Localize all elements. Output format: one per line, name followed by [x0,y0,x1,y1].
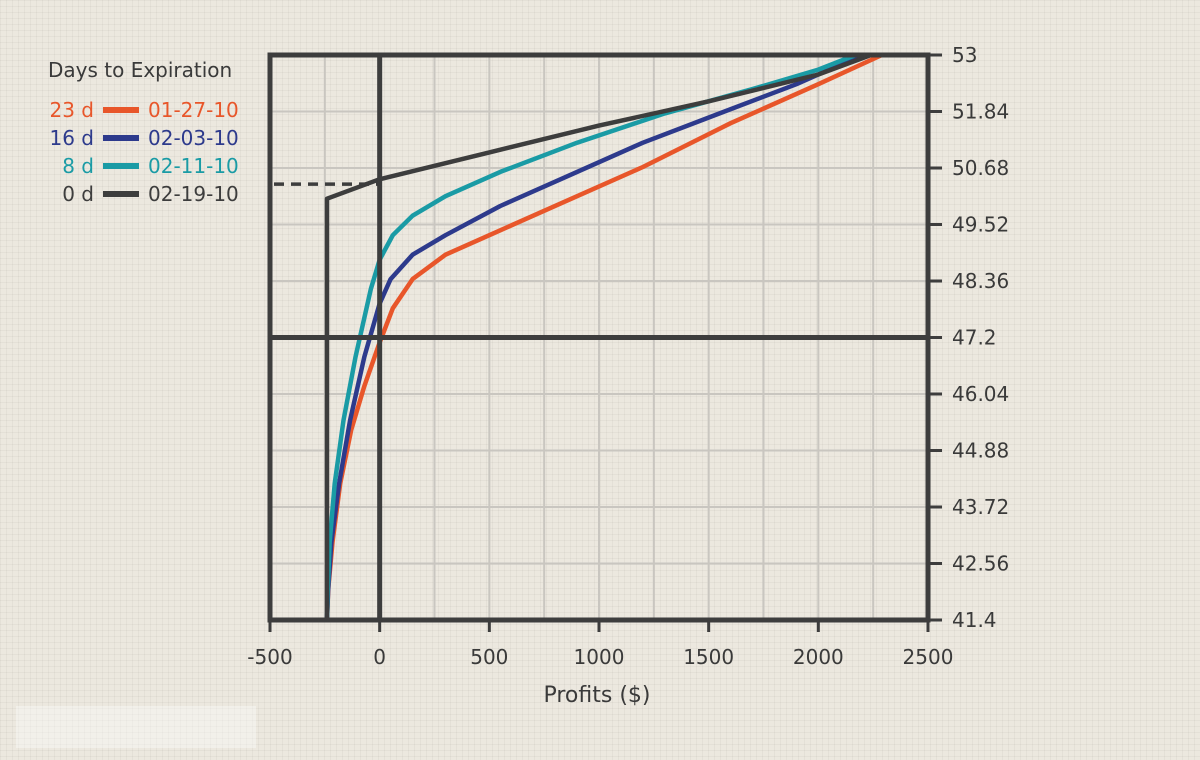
legend-series-name: 01-27-10 [148,98,239,122]
y-tick-label: 44.88 [952,439,1009,463]
legend: Days to Expiration 23 d 01-27-10 16 d 02… [48,58,239,208]
y-tick-label: 48.36 [952,269,1009,293]
series-line [324,52,872,620]
legend-item: 16 d 02-03-10 [48,124,239,152]
x-tick-label: 2500 [903,645,954,669]
y-tick-label: 50.68 [952,156,1009,180]
x-axis-title: Profits ($) [543,683,650,708]
y-tick-label: 46.04 [952,382,1009,406]
tick-layer: -500 0 500 1000 1500 2000 2500 41.4 42.56 43.72 44… [247,43,1009,669]
legend-item: 23 d 01-27-10 [48,96,239,124]
legend-item: 0 d 02-19-10 [48,180,239,208]
x-tick-label: 2000 [793,645,844,669]
x-tick-label: -500 [247,645,292,669]
legend-days-label: 23 d [49,98,94,122]
legend-series-name: 02-03-10 [148,126,239,150]
x-tick-label: 1000 [574,645,625,669]
y-tick-label: 47.2 [952,326,997,350]
legend-series-name: 02-19-10 [148,182,239,206]
legend-days-label: 8 d [62,154,94,178]
y-tick-label: 41.4 [952,608,997,632]
legend-swatch [103,163,139,169]
legend-swatch [103,191,139,197]
x-tick-label: 1500 [683,645,734,669]
y-tick-label: 51.84 [952,100,1009,124]
series-layer [274,52,883,621]
decorative-panel [16,706,256,748]
legend-swatch [103,135,139,141]
y-tick-label: 43.72 [952,495,1009,519]
legend-series-name: 02-11-10 [148,154,239,178]
series-line [324,52,864,621]
x-tick-label: 0 [373,645,386,669]
legend-item: 8 d 02-11-10 [48,152,239,180]
legend-days-label: 16 d [49,126,94,150]
y-tick-label: 49.52 [952,213,1009,237]
legend-swatch [103,107,139,113]
y-tick-label: 53 [952,43,977,67]
x-tick-label: 500 [470,645,508,669]
legend-days-label: 0 d [62,182,94,206]
legend-title: Days to Expiration [48,58,233,82]
y-tick-label: 42.56 [952,552,1009,576]
